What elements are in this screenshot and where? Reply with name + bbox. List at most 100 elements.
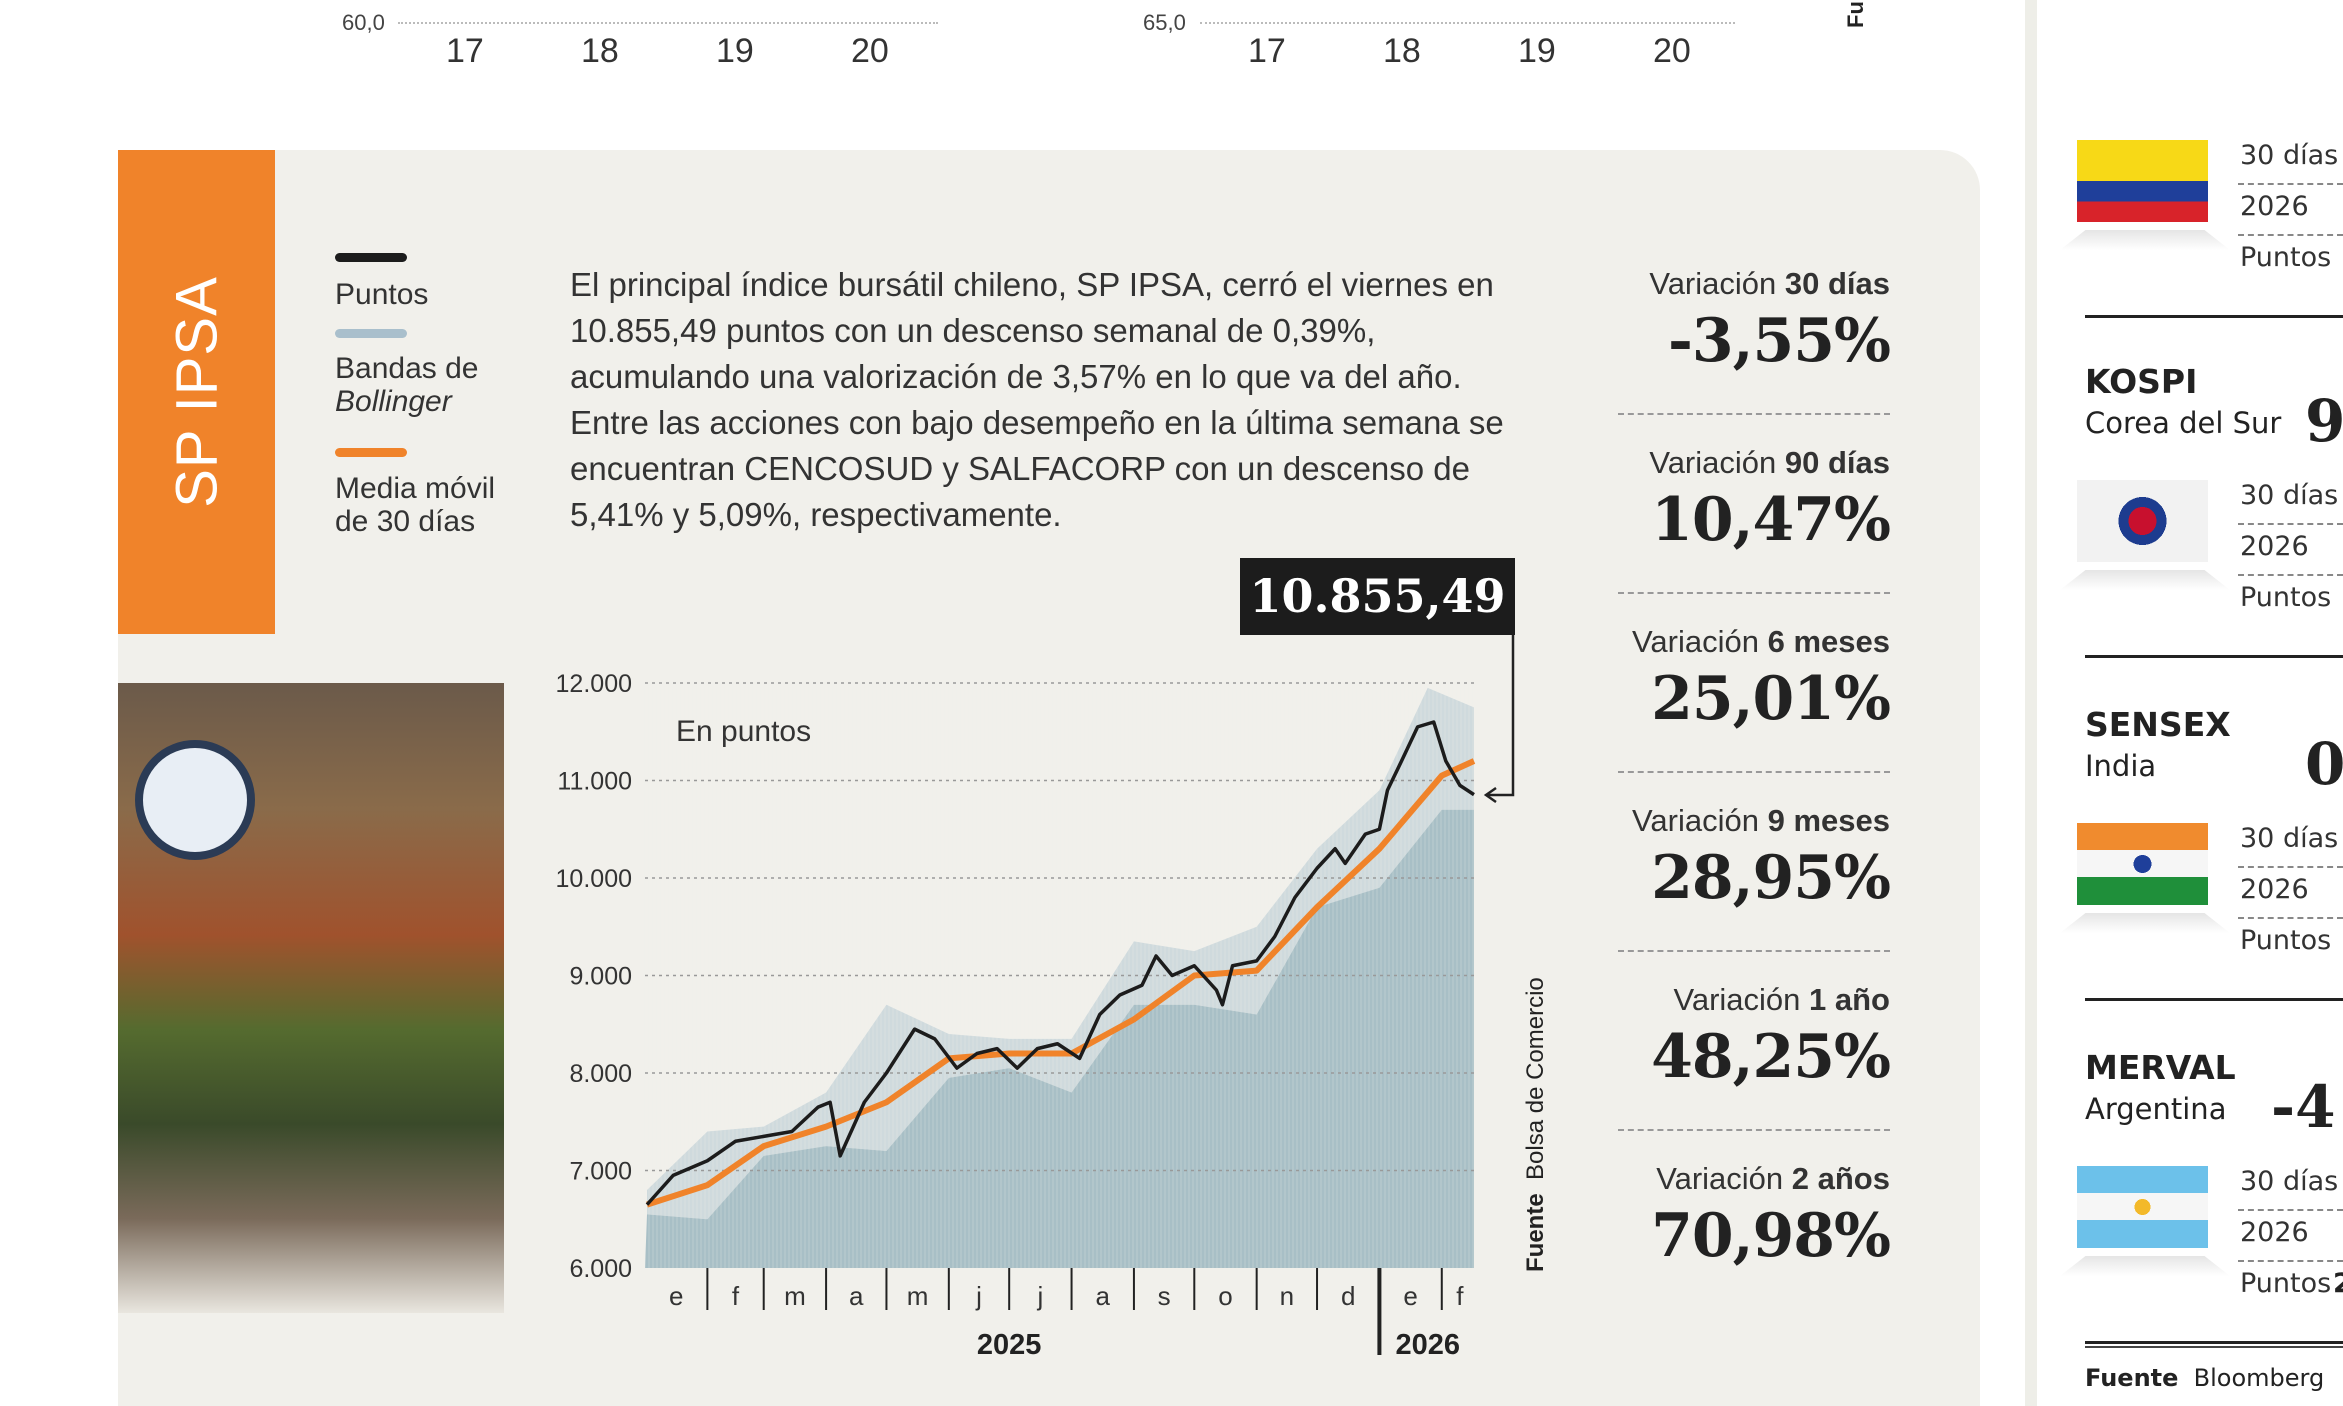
month-label: o xyxy=(1218,1281,1232,1311)
top-x-tick: 20 xyxy=(851,32,889,70)
variation-label: Variación 2 años xyxy=(1656,1161,1890,1197)
gridline xyxy=(398,22,938,24)
flag-argentina-icon xyxy=(2077,1166,2208,1248)
month-label: f xyxy=(1456,1281,1464,1311)
bollinger-band-area xyxy=(647,687,1474,1220)
variation-label: Variación 6 meses xyxy=(1632,624,1890,660)
y-tick-label: 11.000 xyxy=(557,768,632,796)
divider xyxy=(1618,413,1890,415)
month-label: d xyxy=(1341,1281,1355,1311)
rp-source-label: Fuente xyxy=(2085,1364,2179,1392)
variation-prefix: Variación xyxy=(1632,624,1759,659)
variation-period: 1 año xyxy=(1809,982,1890,1017)
row-divider xyxy=(2238,1260,2343,1262)
market-country: Corea del Sur xyxy=(2085,406,2282,440)
chart-source: Fuente Bolsa de Comercio xyxy=(1522,977,1550,1272)
month-label: f xyxy=(732,1281,740,1311)
rp-source: Fuente Bloomberg xyxy=(2085,1364,2324,1392)
market-divider xyxy=(2085,1341,2343,1344)
top-x-tick: 18 xyxy=(581,32,619,70)
last-value-callout: 10.855,49 xyxy=(1240,558,1515,635)
market-value-partial: -4 xyxy=(2271,1073,2336,1141)
variation-period: 30 días xyxy=(1784,266,1890,301)
market-name: MERVAL xyxy=(2085,1048,2236,1087)
row-divider xyxy=(2238,866,2343,868)
flag-shadow xyxy=(2060,1256,2230,1276)
row-label: Puntos xyxy=(2240,582,2332,613)
rp-source-name: Bloomberg xyxy=(2193,1364,2325,1392)
row-label: 2026 xyxy=(2240,191,2309,222)
market-divider xyxy=(2085,998,2343,1001)
variation-label: Variación 90 días xyxy=(1649,445,1890,481)
divider xyxy=(1618,771,1890,773)
top-x-tick: 20 xyxy=(1653,32,1691,70)
month-label: m xyxy=(907,1281,929,1311)
market-country: India xyxy=(2085,749,2157,783)
flag-shadow xyxy=(2060,570,2230,590)
y-tick-label: 8.000 xyxy=(569,1060,632,1088)
legend-label-bollinger: Bandas de xyxy=(335,352,479,385)
legend-swatch-bollinger xyxy=(335,329,407,338)
y-tick-label: 6.000 xyxy=(569,1255,632,1283)
variation-value: 70,98% xyxy=(1651,1201,1891,1271)
source-label: Fuente xyxy=(1522,1193,1549,1272)
row-label: 30 días xyxy=(2240,823,2339,854)
divider xyxy=(1618,950,1890,952)
year-label: 2026 xyxy=(1395,1329,1460,1361)
row-label: 30 días xyxy=(2240,480,2339,511)
top-x-tick: 19 xyxy=(1518,32,1556,70)
callout-connector xyxy=(1488,634,1515,797)
month-label: e xyxy=(669,1281,683,1311)
row-divider xyxy=(2238,1209,2343,1211)
market-name: KOSPI xyxy=(2085,362,2198,401)
month-label: j xyxy=(1036,1281,1043,1311)
market-country: Argentina xyxy=(2085,1092,2227,1126)
month-label: e xyxy=(1403,1281,1417,1311)
flag-india-icon xyxy=(2077,823,2208,905)
variation-prefix: Variación xyxy=(1656,1161,1784,1196)
market-value-partial: 9 xyxy=(2305,387,2343,455)
row-divider xyxy=(2238,183,2343,185)
variation-value: 25,01% xyxy=(1651,664,1891,734)
row-divider xyxy=(2238,234,2343,236)
chart-annotation: En puntos xyxy=(676,715,812,748)
y-tick-label: 12.000 xyxy=(556,670,632,698)
right-panel-top xyxy=(2025,0,2343,115)
variation-period: 9 meses xyxy=(1767,803,1890,838)
row-label: 2026 xyxy=(2240,874,2309,905)
variation-label: Variación 9 meses xyxy=(1632,803,1890,839)
variation-value: 28,95% xyxy=(1651,843,1891,913)
legend-swatch-media xyxy=(335,448,407,457)
legend-label-bollinger-italic: Bollinger xyxy=(335,385,452,418)
row-label: 2026 xyxy=(2240,1217,2309,1248)
gridline xyxy=(1200,22,1735,24)
variation-label: Variación 30 días xyxy=(1649,266,1890,302)
legend-label-media: Media móvil xyxy=(335,472,496,505)
clock-image xyxy=(135,740,255,860)
source-name: Bolsa de Comercio xyxy=(1522,977,1549,1180)
divider xyxy=(1618,592,1890,594)
month-label: m xyxy=(784,1281,806,1311)
flag-shadow xyxy=(2060,230,2230,250)
puntos-partial: 2.3 xyxy=(2333,1268,2343,1299)
row-label: Puntos xyxy=(2240,1268,2332,1299)
divider xyxy=(1618,1129,1890,1131)
top-chart-left-y-label: 60,0 xyxy=(342,10,385,35)
y-tick-label: 10.000 xyxy=(556,865,632,893)
variation-value: -3,55% xyxy=(1667,306,1891,376)
description-text: El principal índice bursátil chileno, SP… xyxy=(570,266,1504,533)
month-label: a xyxy=(849,1281,864,1311)
variation-period: 90 días xyxy=(1784,445,1890,480)
puntos-line xyxy=(645,720,1475,1206)
variation-prefix: Variación xyxy=(1649,445,1777,480)
y-tick-label: 7.000 xyxy=(569,1158,632,1186)
market-divider xyxy=(2085,315,2343,318)
flag-colombia-icon xyxy=(2077,140,2208,222)
row-label: 30 días xyxy=(2240,1166,2339,1197)
top-x-tick: 19 xyxy=(716,32,754,70)
variation-period: 6 meses xyxy=(1767,624,1890,659)
market-value-partial: 0 xyxy=(2305,730,2343,798)
row-divider xyxy=(2238,523,2343,525)
legend-label-puntos: Puntos xyxy=(335,278,429,311)
month-label: s xyxy=(1158,1281,1171,1311)
